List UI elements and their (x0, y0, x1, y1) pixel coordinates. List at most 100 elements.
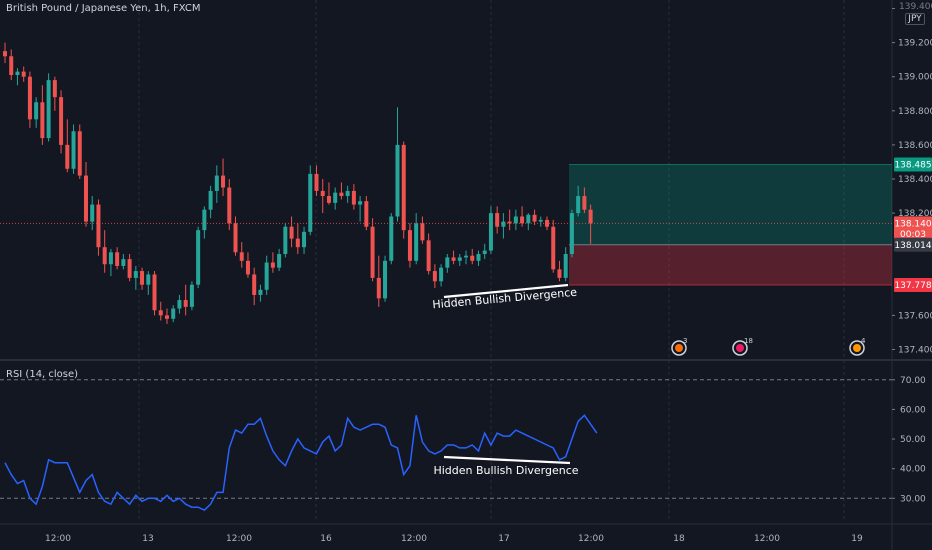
candle[interactable] (196, 230, 201, 285)
candle[interactable] (102, 247, 107, 265)
candle[interactable] (308, 173, 313, 232)
candle[interactable] (439, 267, 444, 282)
candle[interactable] (133, 271, 138, 278)
candle[interactable] (77, 131, 82, 176)
candle[interactable] (545, 219, 550, 227)
candle[interactable] (358, 201, 363, 205)
candle[interactable] (576, 196, 581, 214)
candle[interactable] (482, 250, 487, 255)
candle[interactable] (401, 144, 406, 231)
price-label-box[interactable] (894, 278, 932, 293)
candle[interactable] (551, 226, 556, 270)
currency-label[interactable]: 139.400 JPY (899, 2, 932, 25)
candle[interactable] (457, 257, 462, 261)
candle[interactable] (283, 226, 288, 255)
candle[interactable] (302, 231, 307, 248)
candle[interactable] (208, 190, 213, 210)
candle[interactable] (164, 315, 169, 319)
candle[interactable] (326, 196, 331, 203)
candle[interactable] (239, 252, 244, 261)
candle[interactable] (426, 240, 431, 272)
candle[interactable] (582, 196, 587, 210)
candle[interactable] (108, 252, 113, 265)
candle[interactable] (420, 223, 425, 241)
candle[interactable] (569, 213, 574, 255)
stop-zone[interactable] (569, 244, 892, 286)
candle[interactable] (520, 216, 525, 224)
candle[interactable] (189, 284, 194, 307)
price-label-box[interactable] (894, 216, 932, 231)
candle[interactable] (115, 252, 120, 266)
candle[interactable] (495, 213, 500, 227)
candle[interactable] (389, 216, 394, 261)
candle[interactable] (227, 187, 232, 224)
candle[interactable] (277, 254, 282, 268)
rsi-divergence-line[interactable] (443, 455, 571, 465)
candle[interactable] (270, 262, 275, 268)
candle[interactable] (264, 262, 269, 290)
candle[interactable] (563, 254, 568, 278)
candle[interactable] (140, 271, 145, 285)
candle[interactable] (65, 144, 70, 169)
candle[interactable] (15, 71, 20, 76)
candle[interactable] (177, 300, 182, 309)
candle[interactable] (289, 226, 294, 239)
candle[interactable] (183, 300, 188, 307)
candle[interactable] (121, 259, 126, 266)
candle[interactable] (588, 209, 593, 224)
candle[interactable] (258, 289, 263, 295)
candle[interactable] (476, 254, 481, 261)
candle[interactable] (351, 190, 356, 205)
candle[interactable] (252, 274, 257, 295)
candle[interactable] (21, 71, 26, 77)
candle[interactable] (395, 144, 400, 217)
candle[interactable] (158, 310, 163, 316)
candle[interactable] (59, 97, 64, 145)
candle[interactable] (532, 214, 537, 222)
price-label-box[interactable] (894, 157, 932, 172)
candle[interactable] (233, 223, 238, 253)
candle[interactable] (464, 255, 469, 258)
candle[interactable] (507, 221, 512, 224)
candle[interactable] (345, 190, 350, 197)
candle[interactable] (83, 175, 88, 222)
candle[interactable] (445, 257, 450, 268)
price-label-box[interactable] (894, 237, 932, 252)
candle[interactable] (202, 209, 207, 231)
candle[interactable] (320, 190, 325, 197)
candle[interactable] (90, 204, 95, 222)
candle[interactable] (314, 173, 319, 191)
candle[interactable] (146, 274, 151, 285)
candle[interactable] (376, 277, 381, 299)
candle[interactable] (557, 269, 562, 278)
candle[interactable] (27, 76, 32, 120)
candle[interactable] (40, 102, 45, 139)
candle[interactable] (171, 308, 176, 319)
candle[interactable] (414, 223, 419, 261)
candle[interactable] (370, 226, 375, 278)
target-zone[interactable] (569, 164, 892, 245)
candle[interactable] (214, 175, 219, 191)
candle[interactable] (221, 175, 226, 188)
candle[interactable] (526, 214, 531, 224)
divergence-line[interactable] (443, 283, 569, 299)
candle[interactable] (71, 131, 76, 169)
candle[interactable] (451, 257, 456, 261)
candle[interactable] (538, 219, 543, 222)
candle[interactable] (407, 230, 412, 261)
candle[interactable] (152, 274, 157, 311)
candle[interactable] (46, 80, 51, 139)
candle[interactable] (9, 56, 14, 76)
candle[interactable] (333, 192, 338, 203)
candle[interactable] (3, 51, 7, 57)
candle[interactable] (364, 201, 369, 227)
price-label-box[interactable] (894, 227, 932, 242)
candle[interactable] (488, 213, 493, 251)
rsi-line[interactable] (4, 414, 598, 511)
candle[interactable] (96, 204, 101, 248)
candle[interactable] (513, 216, 518, 224)
candle[interactable] (34, 102, 39, 120)
candle[interactable] (383, 260, 388, 299)
candle[interactable] (245, 260, 250, 275)
